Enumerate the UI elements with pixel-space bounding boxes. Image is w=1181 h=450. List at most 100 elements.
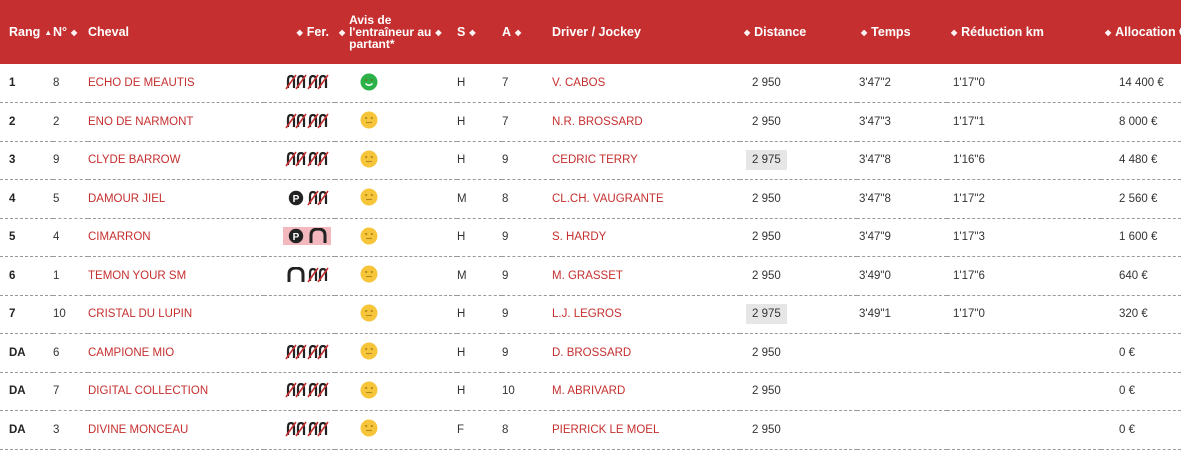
distance-value: 2 950 <box>752 385 781 398</box>
horse-name-link[interactable]: CLYDE BARROW <box>88 154 181 167</box>
rang-cell: 2 <box>9 115 16 128</box>
sort-icon[interactable]: ◆ <box>515 28 522 38</box>
age-cell: 9 <box>502 231 509 244</box>
temps-cell: 3'47"8 <box>859 192 891 205</box>
driver-link[interactable]: M. GRASSET <box>552 269 623 282</box>
col-fer-label: Fer. <box>306 25 329 39</box>
sexe-cell: H <box>457 346 466 359</box>
rang-cell: 5 <box>9 231 16 244</box>
distance-cell: 2 950 <box>740 334 857 373</box>
avis-cell <box>335 257 457 296</box>
driver-link[interactable]: V. CABOS <box>552 77 606 89</box>
rang-cell: DA <box>9 423 26 436</box>
avis-cell <box>335 411 457 450</box>
col-driver-label: Driver / Jockey <box>552 25 641 39</box>
distance-value: 2 950 <box>752 423 781 436</box>
ferrure-cell <box>264 334 335 373</box>
reduction-cell: 1'17"0 <box>953 77 985 89</box>
col-rang-header[interactable]: Rang ▲ <box>0 0 53 64</box>
col-cheval-header[interactable]: Cheval <box>88 0 264 64</box>
sexe-cell: H <box>457 308 466 321</box>
sort-icon[interactable]: ◆ <box>861 28 868 38</box>
col-temps-label: Temps <box>871 25 911 39</box>
allocation-cell: 0 € <box>1119 346 1135 359</box>
num-cell: 8 <box>53 77 60 89</box>
allocation-cell: 1 600 € <box>1119 231 1158 244</box>
sort-icon[interactable]: ◆ <box>435 27 442 37</box>
sexe-cell: H <box>457 115 466 128</box>
svg-text:P: P <box>293 194 300 205</box>
horseshoe-icon <box>307 227 329 244</box>
horse-name-link[interactable]: DIVINE MONCEAU <box>88 423 189 436</box>
sort-icon[interactable]: ◆ <box>296 28 303 38</box>
sort-icon[interactable]: ◆ <box>951 28 958 38</box>
driver-link[interactable]: L.J. LEGROS <box>552 308 622 321</box>
age-cell: 9 <box>502 346 509 359</box>
barefoot-crossed-icon <box>285 421 307 437</box>
driver-link[interactable]: CEDRIC TERRY <box>552 154 638 167</box>
distance-cell: 2 950 <box>740 257 857 296</box>
rang-cell: DA <box>9 385 26 398</box>
distance-cell: 2 950 <box>740 64 857 103</box>
driver-link[interactable]: M. ABRIVARD <box>552 385 626 398</box>
horse-name-link[interactable]: CAMPIONE MIO <box>88 346 175 359</box>
col-reduction-header[interactable]: ◆ Réduction km <box>947 0 1101 64</box>
ferrure-cell <box>264 141 335 180</box>
distance-cell: 2 950 <box>740 180 857 219</box>
age-cell: 8 <box>502 423 509 436</box>
num-cell: 1 <box>53 269 60 282</box>
table-row: 2 2 ENO DE NARMONT H 7 N.R. BROSSARD 2 950 3'47… <box>0 103 1181 142</box>
horse-name-link[interactable]: TEMON YOUR SM <box>88 269 187 282</box>
col-temps-header[interactable]: ◆ Temps <box>857 0 947 64</box>
distance-value: 2 975 <box>746 304 787 325</box>
smiley-neutral-icon <box>360 342 378 363</box>
driver-link[interactable]: PIERRICK LE MOEL <box>552 423 660 436</box>
driver-link[interactable]: S. HARDY <box>552 231 607 244</box>
ferrure-cell <box>264 372 335 411</box>
temps-cell <box>857 372 947 411</box>
col-driver-header[interactable]: Driver / Jockey <box>552 0 740 64</box>
table-row: 6 1 TEMON YOUR SM M 9 M. GRASSET 2 950 3'49"0 1'… <box>0 257 1181 296</box>
horse-name-link[interactable]: CIMARRON <box>88 231 151 244</box>
driver-link[interactable]: D. BROSSARD <box>552 346 632 359</box>
num-cell: 7 <box>53 385 60 398</box>
sexe-cell: H <box>457 77 466 89</box>
col-fer-header[interactable]: ◆ Fer. <box>264 0 335 64</box>
horse-name-link[interactable]: DAMOUR JIEL <box>88 192 166 205</box>
sort-icon[interactable]: ◆ <box>1105 28 1112 38</box>
avis-cell <box>335 218 457 257</box>
col-sexe-header[interactable]: S ◆ <box>457 0 502 64</box>
sort-icon[interactable]: ◆ <box>744 28 751 38</box>
reduction-cell: 1'17"3 <box>953 231 985 244</box>
col-age-header[interactable]: A ◆ <box>502 0 552 64</box>
distance-cell: 2 950 <box>740 411 857 450</box>
temps-cell <box>857 334 947 373</box>
avis-cell <box>335 103 457 142</box>
sort-icon[interactable]: ◆ <box>469 28 476 38</box>
horse-name-link[interactable]: DIGITAL COLLECTION <box>88 385 209 398</box>
avis-cell <box>335 295 457 334</box>
reduction-cell <box>947 372 1101 411</box>
temps-cell: 3'47"2 <box>859 77 891 89</box>
age-cell: 9 <box>502 154 509 167</box>
sort-icon[interactable]: ◆ <box>339 27 346 37</box>
horse-name-link[interactable]: ECHO DE MEAUTIS <box>88 77 195 89</box>
barefoot-crossed-icon <box>285 344 307 360</box>
sort-asc-icon[interactable]: ▲ <box>44 28 53 38</box>
driver-link[interactable]: N.R. BROSSARD <box>552 115 643 128</box>
horse-name-link[interactable]: ENO DE NARMONT <box>88 115 194 128</box>
distance-cell: 2 950 <box>740 218 857 257</box>
horse-name-link[interactable]: CRISTAL DU LUPIN <box>88 308 193 321</box>
num-cell: 2 <box>53 115 60 128</box>
sort-icon[interactable]: ◆ <box>71 28 78 38</box>
col-num-header[interactable]: N° ◆ <box>53 0 88 64</box>
allocation-cell: 14 400 € <box>1119 77 1164 89</box>
barefoot-crossed-icon <box>307 151 329 167</box>
col-avis-header[interactable]: ◆ Avis de l'entraîneur au partant* ◆ <box>335 0 457 64</box>
driver-link[interactable]: CL.CH. VAUGRANTE <box>552 192 664 205</box>
col-allocation-header[interactable]: ◆ Allocation € <box>1101 0 1181 64</box>
num-cell: 3 <box>53 423 60 436</box>
col-distance-header[interactable]: ◆ Distance <box>740 0 857 64</box>
distance-value: 2 950 <box>752 192 781 205</box>
allocation-cell: 0 € <box>1119 385 1135 398</box>
